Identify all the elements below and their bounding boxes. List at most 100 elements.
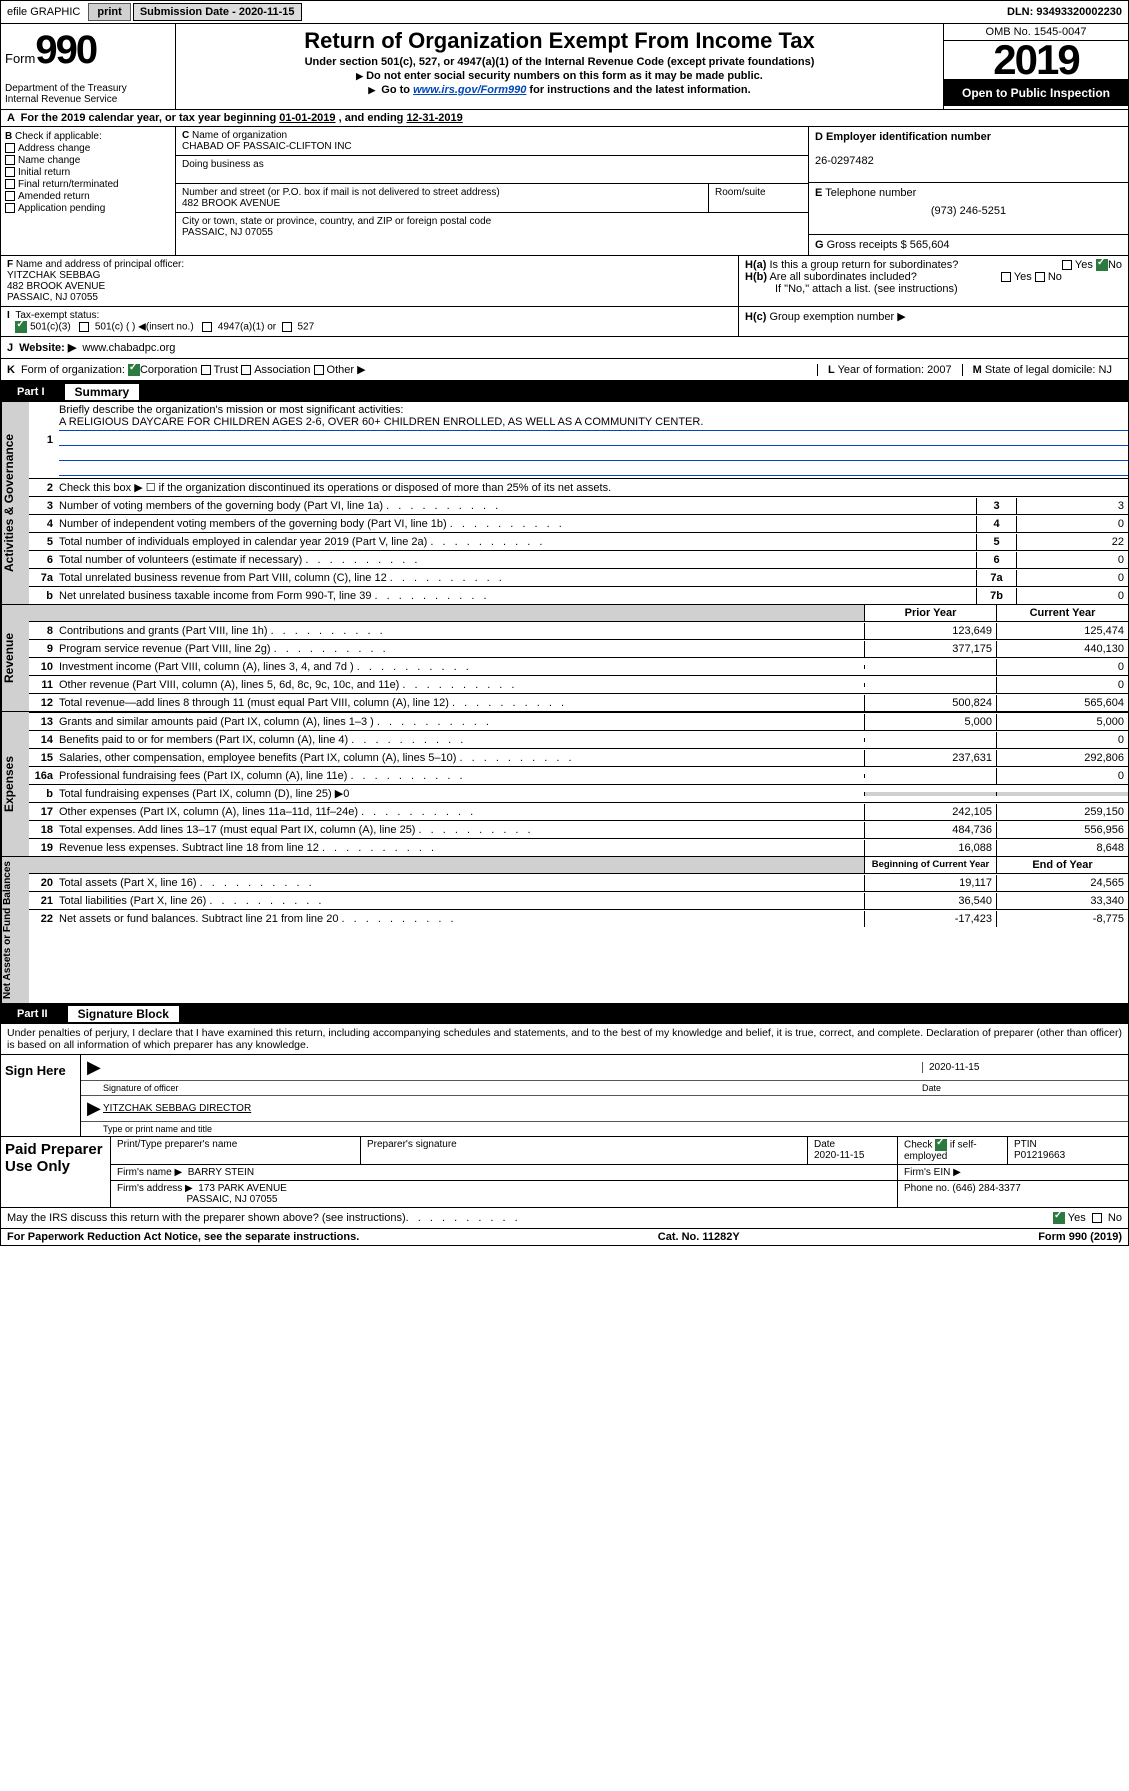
- box-i: I Tax-exempt status: 501(c)(3) 501(c) ( …: [1, 307, 738, 336]
- box-b-item: Address change: [5, 143, 171, 154]
- box-b-item: Initial return: [5, 167, 171, 178]
- form-title: Return of Organization Exempt From Incom…: [180, 28, 939, 54]
- right-column: D Employer identification number 26-0297…: [808, 127, 1128, 255]
- sidelabel-netassets: Net Assets or Fund Balances: [1, 857, 29, 1003]
- row-j: J Website: ▶ www.chabadpc.org: [1, 336, 1128, 358]
- public-inspection: Open to Public Inspection: [944, 80, 1128, 106]
- form-container: efile GRAPHIC print Submission Date - 20…: [0, 0, 1129, 1246]
- paperwork-notice: For Paperwork Reduction Act Notice, see …: [7, 1231, 359, 1243]
- l-label: Year of formation:: [838, 364, 924, 376]
- phone-value: (973) 246-5251: [815, 205, 1122, 217]
- eoy-hdr: End of Year: [996, 857, 1128, 873]
- box-hc: H(c) Group exemption number ▶: [738, 307, 1128, 336]
- q2-text: Check this box ▶ ☐ if the organization d…: [59, 479, 1128, 496]
- cat-no: Cat. No. 11282Y: [658, 1231, 740, 1243]
- q1-text: Briefly describe the organization's miss…: [59, 404, 403, 416]
- phone-label: Telephone number: [825, 187, 916, 199]
- officer-city: PASSAIC, NJ 07055: [7, 292, 98, 303]
- room-suite: Room/suite: [708, 184, 808, 213]
- box-b-item: Final return/terminated: [5, 179, 171, 190]
- opt-527: 527: [297, 322, 314, 333]
- data-line: 8Contributions and grants (Part VIII, li…: [29, 621, 1128, 639]
- gov-line: 4Number of independent voting members of…: [29, 514, 1128, 532]
- check-501c3: [15, 321, 27, 333]
- website-value: www.chabadpc.org: [82, 342, 175, 354]
- subtitle-2: Do not enter social security numbers on …: [180, 70, 939, 82]
- preparer-block: Paid Preparer Use Only Print/Type prepar…: [1, 1136, 1128, 1207]
- box-b-item: Name change: [5, 155, 171, 166]
- officer-addr: 482 BROOK AVENUE: [7, 281, 105, 292]
- k-label: Form of organization:: [21, 364, 125, 376]
- mission-text: A RELIGIOUS DAYCARE FOR CHILDREN AGES 2-…: [59, 416, 1128, 431]
- irs-link[interactable]: www.irs.gov/Form990: [413, 84, 526, 96]
- opt-501c3: 501(c)(3): [30, 322, 71, 333]
- ein-value: 26-0297482: [815, 155, 874, 167]
- subtitle-3: Go to www.irs.gov/Form990 for instructio…: [180, 84, 939, 96]
- row-a-period: A For the 2019 calendar year, or tax yea…: [1, 110, 1128, 127]
- header-left: Form990 Department of the Treasury Inter…: [1, 24, 176, 109]
- org-address: 482 BROOK AVENUE: [182, 198, 280, 209]
- ptin-lbl: PTIN: [1014, 1139, 1037, 1150]
- section-expenses: Expenses 13Grants and similar amounts pa…: [1, 711, 1128, 856]
- hb-note: If "No," attach a list. (see instruction…: [745, 283, 1122, 295]
- form-word: Form: [5, 51, 35, 66]
- gov-line: 5Total number of individuals employed in…: [29, 532, 1128, 550]
- sidelabel-governance: Activities & Governance: [1, 402, 29, 604]
- part1-header: Part I Summary: [1, 381, 1128, 402]
- data-line: 20Total assets (Part X, line 16) 19,1172…: [29, 873, 1128, 891]
- firm-phone: (646) 284-3377: [952, 1183, 1020, 1194]
- ptin-value: P01219663: [1014, 1150, 1065, 1161]
- city-label: City or town, state or province, country…: [182, 216, 491, 227]
- box-c: C Name of organization CHABAD OF PASSAIC…: [176, 127, 808, 255]
- box-b-label: Check if applicable:: [15, 131, 102, 142]
- ein-label: Employer identification number: [826, 131, 991, 143]
- sidelabel-expenses: Expenses: [1, 712, 29, 856]
- prep-sig-lbl: Preparer's signature: [361, 1137, 808, 1164]
- footer: For Paperwork Reduction Act Notice, see …: [1, 1228, 1128, 1245]
- section-bcdeg: B Check if applicable: Address changeNam…: [1, 127, 1128, 255]
- data-line: 12Total revenue—add lines 8 through 11 (…: [29, 693, 1128, 711]
- data-line: 19Revenue less expenses. Subtract line 1…: [29, 838, 1128, 856]
- header-right: OMB No. 1545-0047 2019 Open to Public In…: [943, 24, 1128, 109]
- sig-date: 2020-11-15: [922, 1062, 1122, 1073]
- part2-header: Part II Signature Block: [1, 1003, 1128, 1024]
- dba-label: Doing business as: [182, 159, 264, 170]
- period-pre: For the 2019 calendar year, or tax year …: [21, 112, 280, 124]
- prep-date: 2020-11-15: [814, 1150, 864, 1161]
- firm-name-lbl: Firm's name ▶: [117, 1167, 182, 1178]
- part2-title: Signature Block: [68, 1006, 179, 1022]
- part1-title: Summary: [65, 384, 140, 400]
- data-line: 13Grants and similar amounts paid (Part …: [29, 712, 1128, 730]
- firm-city: PASSAIC, NJ 07055: [186, 1194, 277, 1205]
- section-netassets: Net Assets or Fund Balances Beginning of…: [1, 856, 1128, 1003]
- print-button[interactable]: print: [88, 3, 130, 21]
- opt-501c: 501(c) ( ) ◀(insert no.): [95, 322, 194, 333]
- m-value: NJ: [1099, 364, 1112, 376]
- data-line: 10Investment income (Part VIII, column (…: [29, 657, 1128, 675]
- sig-date-lbl: Date: [922, 1083, 1122, 1093]
- data-line: 18Total expenses. Add lines 13–17 (must …: [29, 820, 1128, 838]
- gross-value: 565,604: [910, 239, 950, 251]
- row-klm: K Form of organization: Corporation Trus…: [1, 358, 1128, 381]
- row-i-hc: I Tax-exempt status: 501(c)(3) 501(c) ( …: [1, 306, 1128, 336]
- k-corp: Corporation: [140, 364, 197, 376]
- typed-lbl: Type or print name and title: [103, 1124, 212, 1134]
- tax-year: 2019: [944, 41, 1128, 80]
- box-b-item: Amended return: [5, 191, 171, 202]
- topbar: efile GRAPHIC print Submission Date - 20…: [1, 1, 1128, 24]
- ha-text: Is this a group return for subordinates?: [769, 259, 958, 271]
- data-line: 16aProfessional fundraising fees (Part I…: [29, 766, 1128, 784]
- gov-line: 7aTotal unrelated business revenue from …: [29, 568, 1128, 586]
- prep-name-lbl: Print/Type preparer's name: [111, 1137, 361, 1164]
- i-label: Tax-exempt status:: [15, 310, 99, 321]
- header: Form990 Department of the Treasury Inter…: [1, 24, 1128, 110]
- firm-name: BARRY STEIN: [188, 1167, 254, 1178]
- goto-pre: Go to: [381, 84, 413, 96]
- firm-ein-lbl: Firm's EIN ▶: [898, 1165, 1128, 1180]
- hc-text: Group exemption number ▶: [769, 311, 905, 323]
- data-line: 9Program service revenue (Part VIII, lin…: [29, 639, 1128, 657]
- j-label: Website: ▶: [19, 341, 76, 354]
- k-trust: Trust: [214, 364, 239, 376]
- org-city: PASSAIC, NJ 07055: [182, 227, 273, 238]
- dept-treasury: Department of the Treasury Internal Reve…: [5, 83, 171, 105]
